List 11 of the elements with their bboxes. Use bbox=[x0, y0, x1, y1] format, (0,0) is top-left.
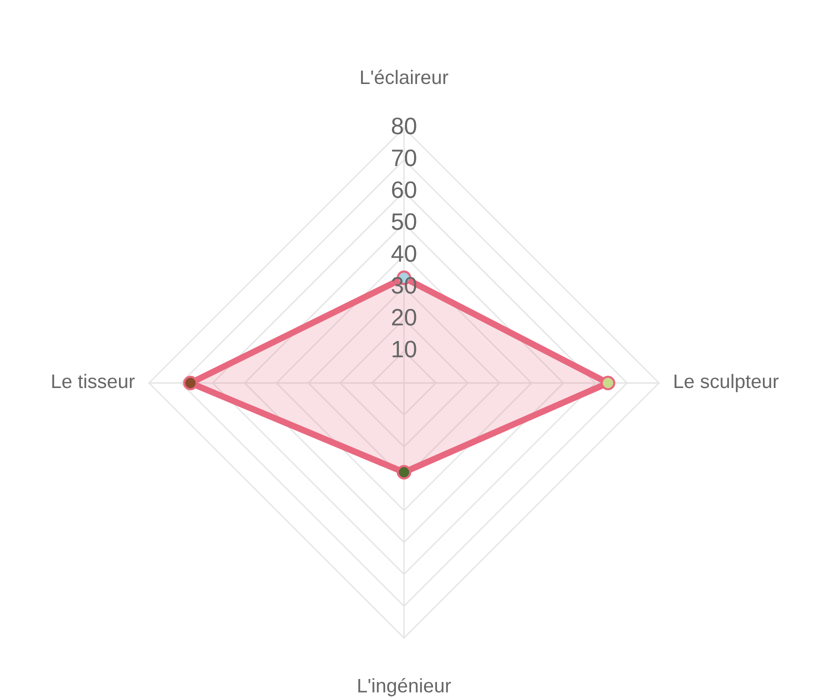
y-tick-label: 60 bbox=[392, 181, 416, 198]
y-tick-label: 50 bbox=[392, 213, 416, 230]
spoke-label: L'éclaireur bbox=[361, 70, 448, 84]
y-tick-label: 40 bbox=[391, 245, 416, 262]
y-tick-label: 10 bbox=[392, 340, 416, 358]
spoke-label: Le sculpteur bbox=[674, 374, 779, 392]
y-tick-label: 20 bbox=[392, 308, 416, 326]
spoke-label: Le tisseur bbox=[52, 374, 135, 388]
y-tick-label: 80 bbox=[392, 118, 416, 134]
spoke-label: L'ingénieur bbox=[358, 678, 451, 696]
y-tick-label: 70 bbox=[392, 149, 416, 166]
